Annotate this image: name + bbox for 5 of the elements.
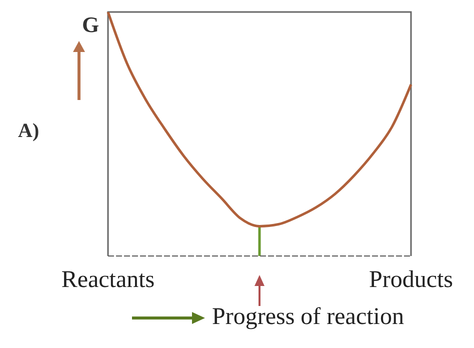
y-axis-title: G	[82, 12, 100, 38]
x-tick-label: Products	[369, 267, 453, 294]
x-tick-label: Reactants	[61, 267, 155, 294]
x-axis-title: Progress of reaction	[212, 304, 404, 331]
text: A)	[18, 120, 40, 143]
